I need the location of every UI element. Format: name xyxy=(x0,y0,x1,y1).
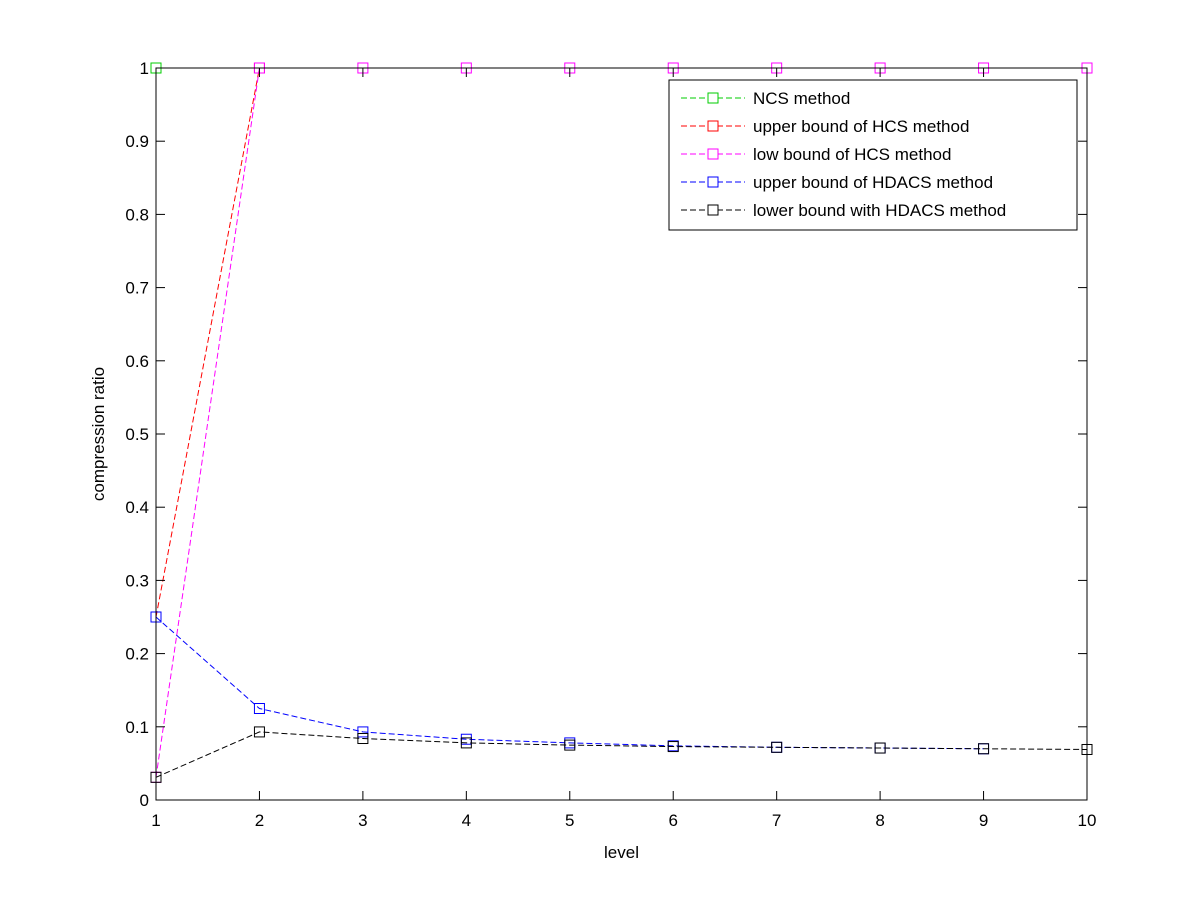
series-line-upper-bound-of-hdacs-method xyxy=(155,616,984,750)
y-tick-label: 0.4 xyxy=(125,498,149,517)
x-tick-label: 7 xyxy=(772,811,781,830)
legend-label: lower bound with HDACS method xyxy=(753,201,1006,220)
x-tick-label: 4 xyxy=(462,811,471,830)
legend-entry-upper-bound-of-hdacs-method: upper bound of HDACS method xyxy=(681,173,993,192)
data-point xyxy=(667,741,679,753)
y-tick-label: 0.1 xyxy=(125,718,149,737)
data-point xyxy=(460,737,472,749)
legend-label: upper bound of HDACS method xyxy=(753,173,993,192)
y-tick-label: 1 xyxy=(140,59,149,78)
data-point xyxy=(771,741,783,753)
data-point xyxy=(357,726,369,738)
x-tick-label: 2 xyxy=(255,811,264,830)
legend-label: NCS method xyxy=(753,89,850,108)
data-point xyxy=(874,742,886,754)
data-point xyxy=(564,739,576,751)
legend-entry-ncs-method: NCS method xyxy=(681,89,850,108)
y-axis-label: compression ratio xyxy=(89,367,108,501)
legend-entry-low-bound-of-hcs-method: low bound of HCS method xyxy=(681,145,951,164)
legend-marker xyxy=(707,120,719,132)
y-tick-label: 0.3 xyxy=(125,571,149,590)
x-tick-label: 8 xyxy=(875,811,884,830)
x-tick-label: 6 xyxy=(668,811,677,830)
legend: NCS method upper bound of HCS method low b… xyxy=(668,79,1078,231)
y-tick-label: 0.2 xyxy=(125,645,149,664)
legend-marker xyxy=(707,204,719,216)
legend-marker xyxy=(707,148,719,160)
legend-marker xyxy=(707,92,719,104)
x-tick-label: 10 xyxy=(1078,811,1097,830)
legend-entry-lower-bound-with-hdacs-method: lower bound with HDACS method xyxy=(681,201,1006,220)
x-axis-label: level xyxy=(604,843,639,862)
y-tick-label: 0.7 xyxy=(125,279,149,298)
y-tick-label: 0.5 xyxy=(125,425,149,444)
data-point xyxy=(357,733,369,745)
y-tick-label: 0 xyxy=(140,791,149,810)
series-line-upper-bound-of-hcs-method xyxy=(155,67,260,618)
y-tick-label: 0.8 xyxy=(125,205,149,224)
legend-box xyxy=(668,79,1078,231)
x-tick-label: 5 xyxy=(565,811,574,830)
x-tick-label: 3 xyxy=(358,811,367,830)
y-tick-label: 0.6 xyxy=(125,352,149,371)
legend-marker xyxy=(707,176,719,188)
data-point xyxy=(253,726,265,738)
legend-label: upper bound of HCS method xyxy=(753,117,969,136)
data-point xyxy=(253,703,265,714)
series-line-lower-bound-with-hdacs-method xyxy=(155,731,1088,778)
x-tick-label: 9 xyxy=(979,811,988,830)
x-tick-label: 1 xyxy=(151,811,160,830)
legend-entry-upper-bound-of-hcs-method: upper bound of HCS method xyxy=(681,117,969,136)
data-point xyxy=(978,743,990,755)
y-tick-label: 0.9 xyxy=(125,132,149,151)
legend-label: low bound of HCS method xyxy=(753,145,951,164)
